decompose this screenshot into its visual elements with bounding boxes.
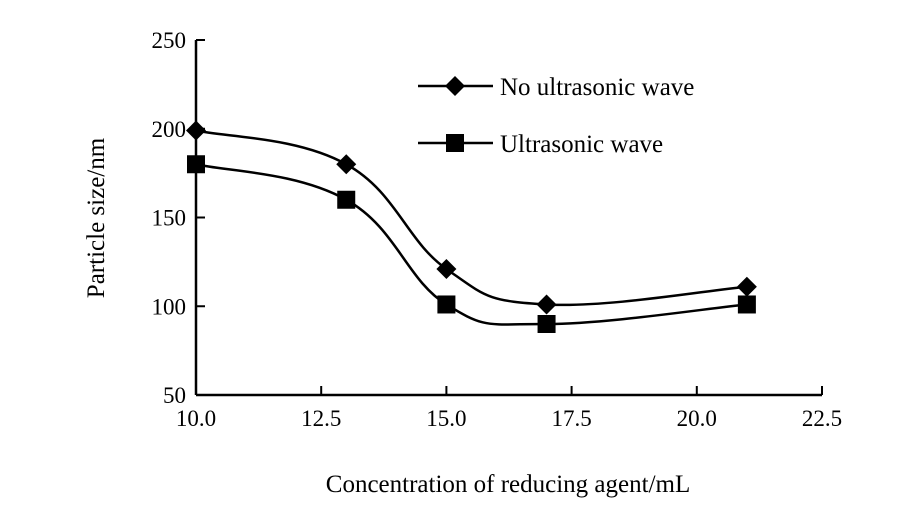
legend-label-no-ultrasonic: No ultrasonic wave (500, 74, 694, 101)
x-tick-label: 10.0 (176, 406, 216, 431)
series-line (195, 129, 747, 307)
data-point-diamond (186, 120, 206, 141)
y-tick-label: 200 (152, 117, 187, 142)
y-axis-title: Particle size/nm (83, 137, 110, 298)
x-tick-label: 20.0 (677, 406, 717, 431)
x-tick-label: 22.5 (802, 406, 842, 431)
y-tick-label: 50 (163, 383, 186, 408)
legend-marker-square (446, 134, 464, 152)
series-line (195, 163, 748, 326)
x-tick-label: 12.5 (301, 406, 341, 431)
tick-labels: 10.0 12.5 15.0 17.5 20.0 22.5 50 100 150 200 250 (152, 28, 843, 431)
series-ultrasonic (187, 155, 756, 333)
legend: No ultrasonic wave Ultrasonic wave (418, 74, 694, 158)
data-point-square (737, 295, 756, 314)
x-tick-label: 17.5 (551, 406, 591, 431)
x-tick-label: 15.0 (426, 406, 466, 431)
data-point-diamond (436, 258, 457, 279)
data-point-square (537, 315, 556, 333)
y-tick-label: 150 (152, 206, 187, 231)
legend-label-ultrasonic: Ultrasonic wave (500, 131, 663, 158)
data-point-square (187, 155, 205, 174)
y-tick-label: 100 (152, 294, 187, 319)
data-point-square (337, 190, 356, 209)
data-point-diamond (336, 154, 357, 175)
data-point-diamond (536, 294, 557, 315)
data-point-square (437, 295, 456, 314)
y-tick-label: 250 (152, 28, 187, 53)
series-layer (186, 120, 757, 333)
data-point-diamond (736, 276, 757, 297)
x-axis-title: Concentration of reducing agent/mL (326, 471, 690, 498)
legend-marker-diamond (445, 76, 465, 96)
series-no-ultrasonic (186, 120, 757, 315)
